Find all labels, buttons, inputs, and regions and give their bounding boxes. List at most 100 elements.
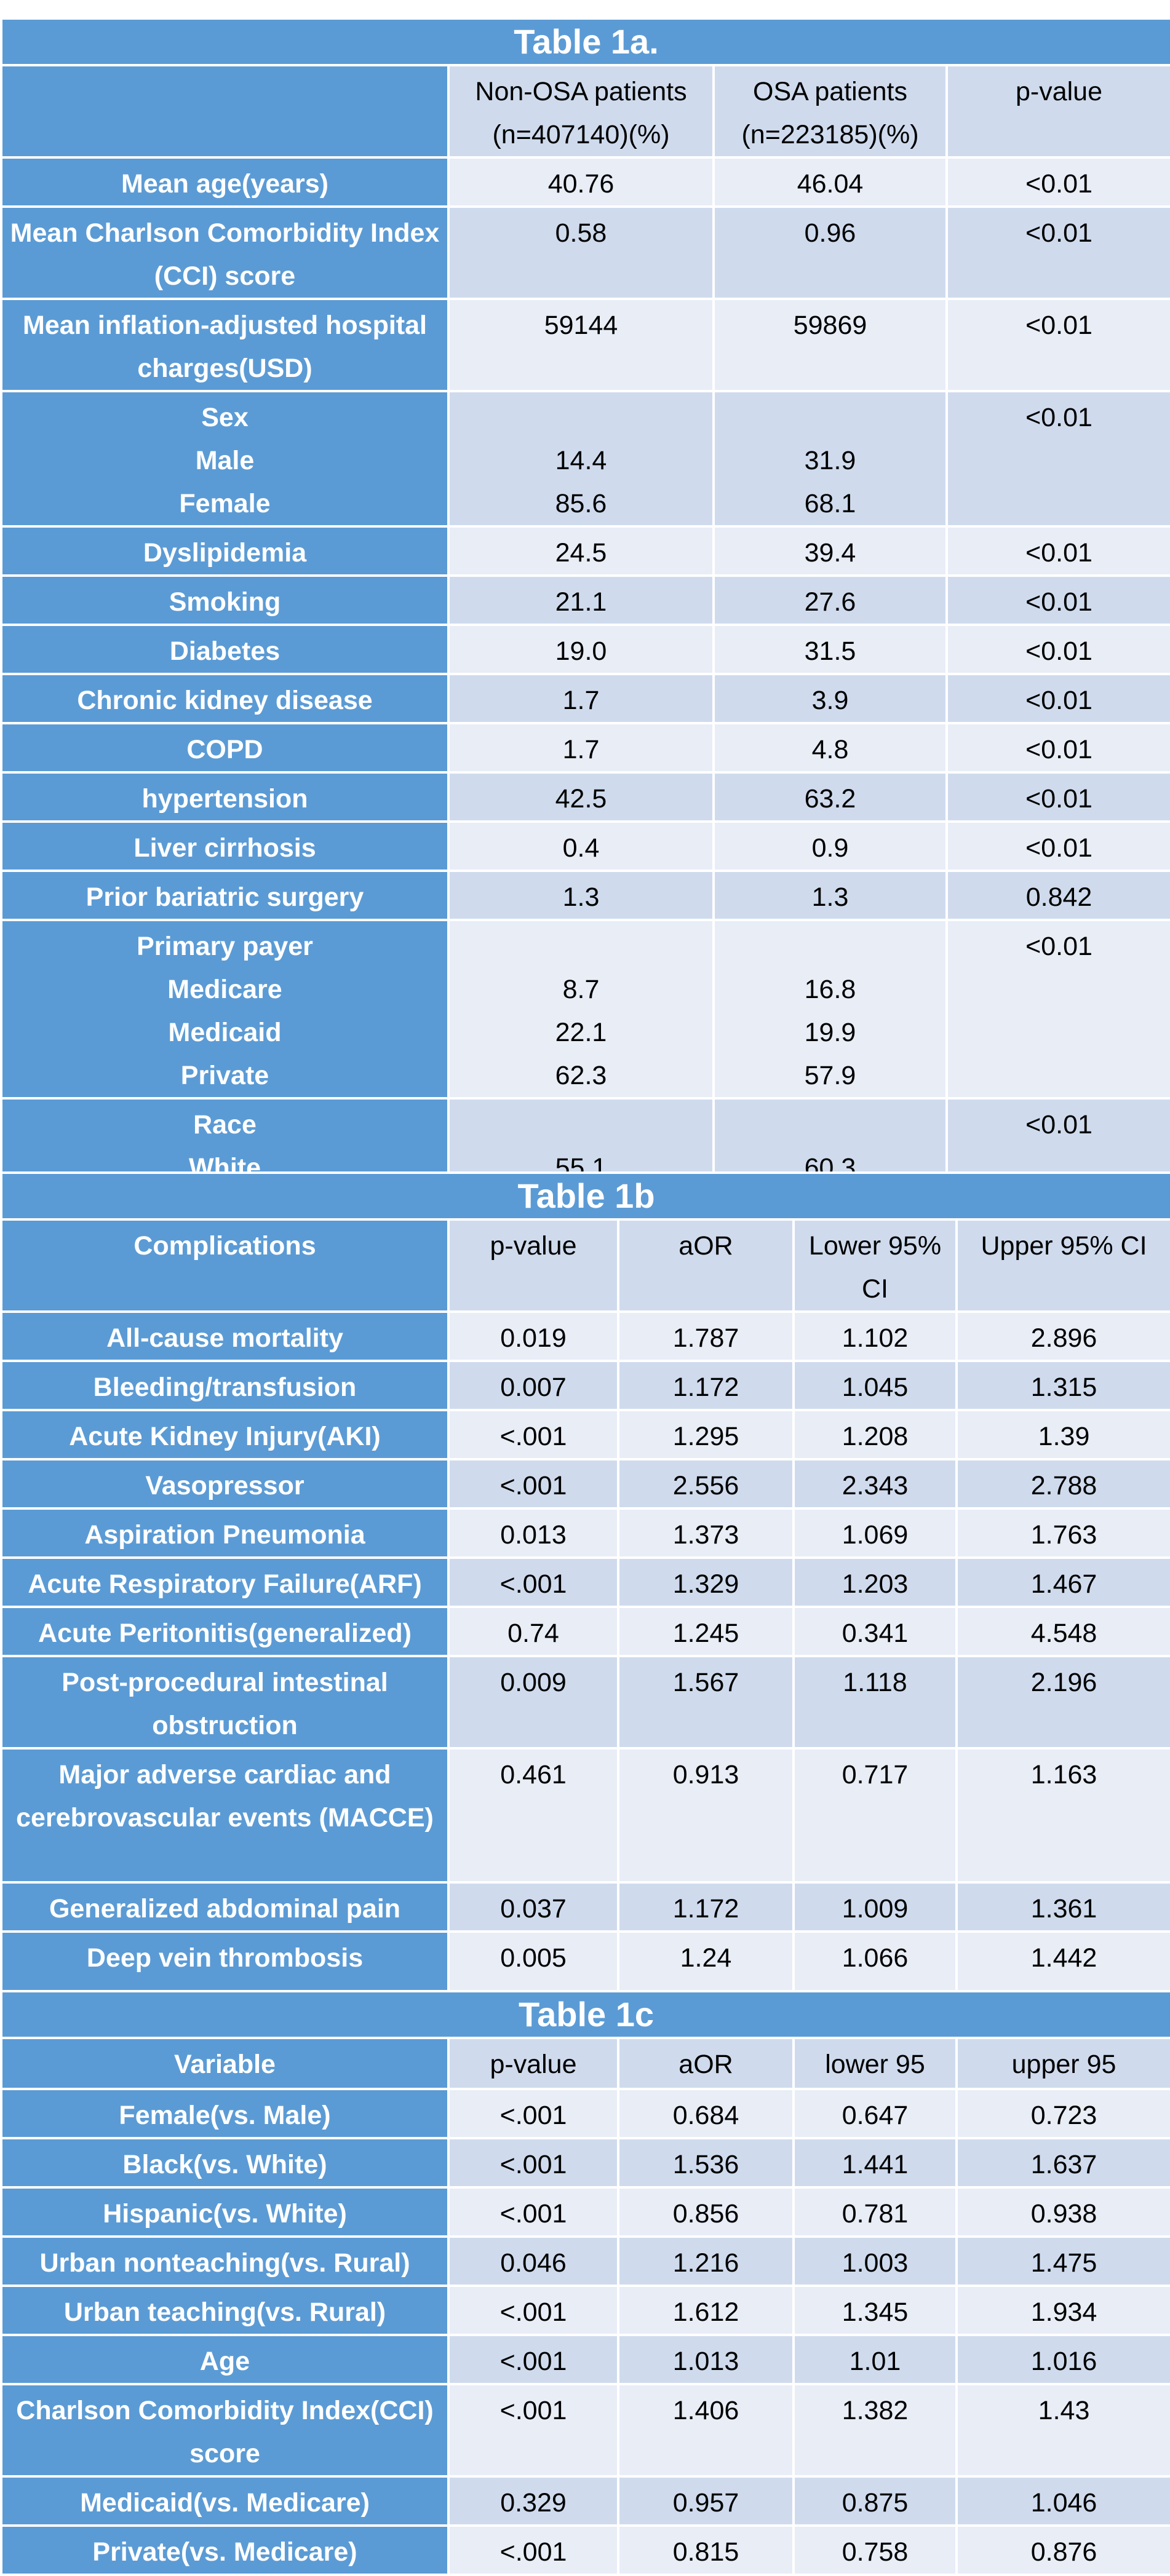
osa-group-cell: 31.9 68.1 <box>712 390 948 528</box>
osa-value: 31.5 <box>712 624 948 675</box>
group-title: Race <box>193 1110 257 1139</box>
row-label: Aspiration Pneumonia <box>0 1507 450 1559</box>
p-value-cell: 0.046 <box>447 2235 619 2287</box>
upper-ci-value: 1.934 <box>955 2285 1170 2336</box>
row-label: Smoking <box>0 574 450 626</box>
p-value-cell: <0.01 <box>945 771 1170 823</box>
column-header-p-value: p-value <box>447 1218 619 1313</box>
row-label: COPD <box>0 722 450 774</box>
p-value-cell: <0.01 <box>945 820 1170 872</box>
table-row: Post-procedural intestinal obstruction 0.… <box>0 1655 1170 1750</box>
p-value-cell: 0.013 <box>447 1507 619 1559</box>
row-label: Urban teaching(vs. Rural) <box>0 2285 450 2336</box>
non-osa-value: 0.58 <box>447 205 715 300</box>
table-1c-header-row: Variable p-value aOR lower 95 upper 95 <box>0 2037 1170 2090</box>
osa-group-cell: 16.8 19.9 57.9 <box>712 919 948 1100</box>
upper-ci-value: 1.046 <box>955 2475 1170 2527</box>
osa-value: 0.96 <box>712 205 948 300</box>
non-osa-value: 8.7 <box>562 975 600 1004</box>
upper-ci-value: 1.637 <box>955 2137 1170 2189</box>
column-header-upper-ci: Upper 95% CI <box>955 1218 1170 1313</box>
lower-ci-value: 1.345 <box>792 2285 958 2336</box>
non-osa-value: 24.5 <box>447 525 715 577</box>
table-row: Diabetes 19.0 31.5 <0.01 <box>0 624 1170 675</box>
column-header-p-value: p-value <box>447 2037 619 2090</box>
aor-value: 1.787 <box>617 1310 795 1362</box>
table-row: Charlson Comorbidity Index(CCI) score <.0… <box>0 2383 1170 2478</box>
table-row: Aspiration Pneumonia 0.013 1.373 1.069 1.763 <box>0 1507 1170 1559</box>
osa-value: 3.9 <box>712 673 948 724</box>
osa-value: 27.6 <box>712 574 948 626</box>
column-header-osa: OSA patients (n=223185)(%) <box>712 64 948 159</box>
upper-ci-value: 2.788 <box>955 1458 1170 1510</box>
p-value-cell: <.001 <box>447 2524 619 2576</box>
p-value-cell: <0.01 <box>945 156 1170 208</box>
lower-ci-value: 1.382 <box>792 2383 958 2478</box>
lower-ci-value: 0.341 <box>792 1606 958 1657</box>
spacer <box>456 396 706 439</box>
osa-value: 0.9 <box>712 820 948 872</box>
p-value-cell: <0.01 <box>945 525 1170 577</box>
osa-value: 46.04 <box>712 156 948 208</box>
aor-value: 0.684 <box>617 2088 795 2139</box>
table-row: Hispanic(vs. White) <.001 0.856 0.781 0.938 <box>0 2186 1170 2238</box>
table-1c: Table 1c Variable p-value aOR lower 95 upper … <box>0 1990 1170 2576</box>
row-label: Mean age(years) <box>0 156 450 208</box>
aor-value: 0.913 <box>617 1747 795 1884</box>
p-value-cell: 0.037 <box>447 1881 619 1933</box>
lower-ci-value: 1.045 <box>792 1360 958 1411</box>
p-value-cell: <.001 <box>447 2137 619 2189</box>
row-label: Acute Respiratory Failure(ARF) <box>0 1556 450 1608</box>
non-osa-value: 62.3 <box>555 1061 607 1090</box>
row-label: Medicaid(vs. Medicare) <box>0 2475 450 2527</box>
column-header-lower-ci: Lower 95% CI <box>792 1218 958 1313</box>
non-osa-value: 40.76 <box>447 156 715 208</box>
table-1c-title-row: Table 1c <box>0 1990 1170 2039</box>
lower-ci-value: 2.343 <box>792 1458 958 1510</box>
aor-value: 1.295 <box>617 1409 795 1460</box>
lower-ci-value: 1.441 <box>792 2137 958 2189</box>
lower-ci-value: 1.01 <box>792 2334 958 2385</box>
lower-ci-value: 1.069 <box>792 1507 958 1559</box>
p-value-cell: <0.01 <box>945 722 1170 774</box>
upper-ci-value: 1.163 <box>955 1747 1170 1884</box>
aor-value: 1.373 <box>617 1507 795 1559</box>
upper-ci-value: 0.876 <box>955 2524 1170 2576</box>
non-osa-group-cell: 8.7 22.1 62.3 <box>447 919 715 1100</box>
table-row: Smoking 21.1 27.6 <0.01 <box>0 574 1170 626</box>
non-osa-value: 59144 <box>447 298 715 392</box>
aor-value: 1.329 <box>617 1556 795 1608</box>
table-row: Age <.001 1.013 1.01 1.016 <box>0 2334 1170 2385</box>
row-label: Bleeding/transfusion <box>0 1360 450 1411</box>
table-1a-title-row: Table 1a. <box>0 17 1170 66</box>
table-row: Major adverse cardiac and cerebrovascula… <box>0 1747 1170 1884</box>
table-row: Primary payer Medicare Medicaid Private 8.7… <box>0 919 1170 1100</box>
table-1c-title: Table 1c <box>0 1990 1170 2039</box>
upper-ci-value: 1.763 <box>955 1507 1170 1559</box>
osa-value: 19.9 <box>804 1018 856 1047</box>
table-1a-title: Table 1a. <box>0 17 1170 66</box>
aor-value: 0.957 <box>617 2475 795 2527</box>
column-header-aor: aOR <box>617 1218 795 1313</box>
row-label: Diabetes <box>0 624 450 675</box>
lower-ci-value: 1.203 <box>792 1556 958 1608</box>
lower-ci-value: 1.118 <box>792 1655 958 1750</box>
table-1b-header-row: Complications p-value aOR Lower 95% CI Upper… <box>0 1218 1170 1313</box>
row-label: Post-procedural intestinal obstruction <box>0 1655 450 1750</box>
row-label: Prior bariatric surgery <box>0 870 450 921</box>
table-row: Acute Respiratory Failure(ARF) <.001 1.329… <box>0 1556 1170 1608</box>
row-label: Major adverse cardiac and cerebrovascula… <box>0 1747 450 1884</box>
aor-value: 2.556 <box>617 1458 795 1510</box>
group-label-cell: Primary payer Medicare Medicaid Private <box>0 919 450 1100</box>
aor-value: 1.612 <box>617 2285 795 2336</box>
column-header-p-value: p-value <box>945 64 1170 159</box>
non-osa-value: 1.3 <box>447 870 715 921</box>
row-label: hypertension <box>0 771 450 823</box>
subgroup-label: Male <box>195 446 255 475</box>
osa-value: 68.1 <box>804 489 856 518</box>
p-value-cell: 0.329 <box>447 2475 619 2527</box>
upper-ci-value: 1.361 <box>955 1881 1170 1933</box>
subgroup-label: Female <box>179 489 271 518</box>
p-value-cell: <.001 <box>447 2334 619 2385</box>
row-label: Charlson Comorbidity Index(CCI) score <box>0 2383 450 2478</box>
